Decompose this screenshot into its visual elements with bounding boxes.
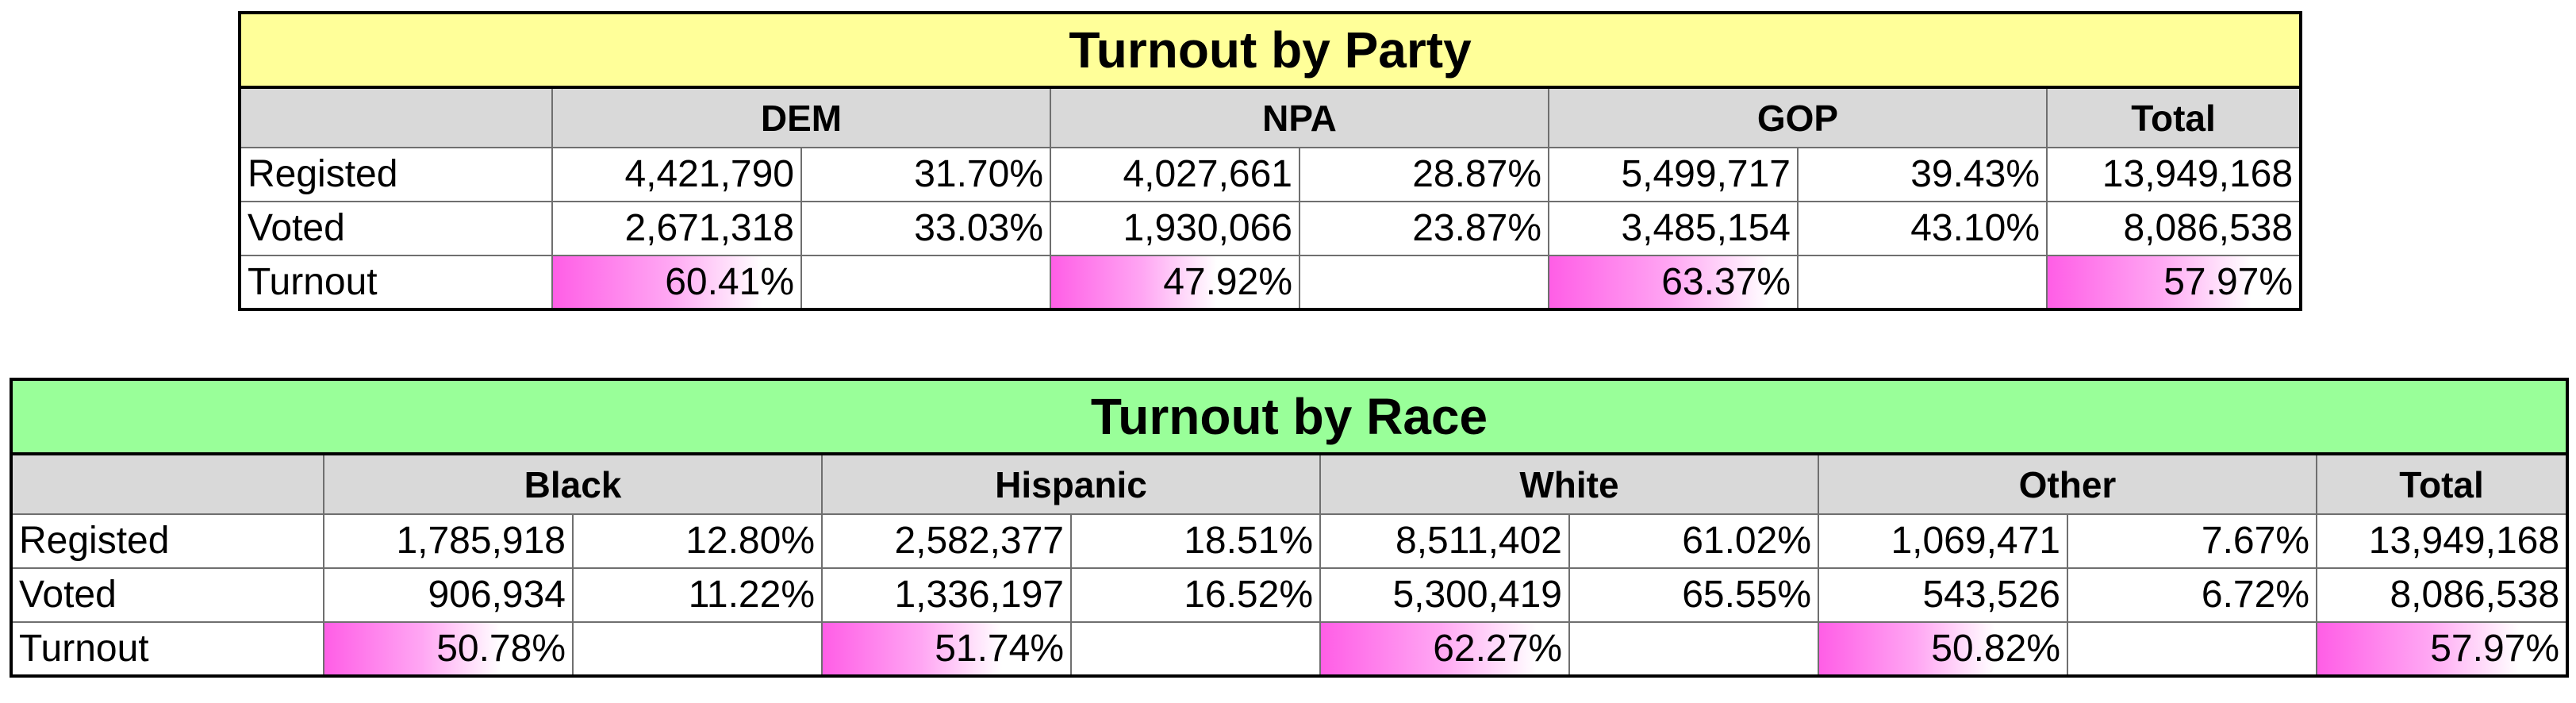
row-label: Voted — [10, 567, 324, 623]
white-turnout-cell: 62.27% — [1319, 621, 1570, 677]
hispanic-registered-count: 2,582,377 — [821, 513, 1072, 569]
empty-cell — [2067, 621, 2317, 677]
party-header-dem: DEM — [551, 86, 1051, 148]
other-registered-share: 7.67% — [2067, 513, 2317, 569]
row-label: Registed — [239, 147, 553, 202]
total-turnout-databar — [2048, 257, 2252, 308]
party-header-row: DEM NPA GOP Total — [239, 86, 2302, 148]
empty-cell — [1568, 621, 1819, 677]
npa-turnout-cell: 47.92% — [1050, 255, 1300, 310]
npa-registered-count: 4,027,661 — [1050, 147, 1300, 202]
white-voted-share: 65.55% — [1568, 567, 1819, 623]
party-table-title: Turnout by Party — [237, 11, 2303, 89]
total-registered-count: 13,949,168 — [2315, 513, 2569, 569]
other-voted-count: 543,526 — [1818, 567, 2068, 623]
gop-registered-count: 5,499,717 — [1548, 147, 1799, 202]
other-turnout-cell: 50.82% — [1818, 621, 2068, 677]
white-voted-count: 5,300,419 — [1319, 567, 1570, 623]
empty-cell — [1797, 255, 2048, 310]
dem-voted-count: 2,671,318 — [551, 201, 802, 256]
other-registered-count: 1,069,471 — [1818, 513, 2068, 569]
black-voted-count: 906,934 — [323, 567, 574, 623]
total-voted-count: 8,086,538 — [2315, 567, 2569, 623]
row-label: Turnout — [239, 255, 553, 310]
white-turnout-databar — [1322, 624, 1538, 674]
gop-registered-share: 39.43% — [1797, 147, 2048, 202]
white-registered-share: 61.02% — [1568, 513, 1819, 569]
row-label: Voted — [239, 201, 553, 256]
gop-turnout-value: 63.37% — [1661, 260, 1791, 303]
race-header-row: Black Hispanic White Other Total — [10, 453, 2569, 515]
black-turnout-value: 50.78% — [436, 627, 566, 670]
hispanic-turnout-cell: 51.74% — [821, 621, 1072, 677]
gop-voted-count: 3,485,154 — [1548, 201, 1799, 256]
dem-registered-count: 4,421,790 — [551, 147, 802, 202]
other-turnout-value: 50.82% — [1931, 627, 2060, 670]
race-turnout-row: Turnout 50.78% 51.74% 62.27% 50.82% 57.9… — [10, 621, 2569, 677]
race-header-other: Other — [1818, 453, 2317, 515]
hispanic-turnout-value: 51.74% — [935, 627, 1064, 670]
race-voted-row: Voted 906,934 11.22% 1,336,197 16.52% 5,… — [10, 567, 2569, 623]
white-turnout-value: 62.27% — [1433, 627, 1562, 670]
black-voted-share: 11.22% — [572, 567, 823, 623]
hispanic-registered-share: 18.51% — [1070, 513, 1321, 569]
race-registered-row: Registed 1,785,918 12.80% 2,582,377 18.5… — [10, 513, 2569, 569]
hispanic-voted-share: 16.52% — [1070, 567, 1321, 623]
dem-turnout-value: 60.41% — [665, 260, 794, 303]
race-header-blank — [10, 453, 324, 515]
row-label: Registed — [10, 513, 324, 569]
black-turnout-cell: 50.78% — [323, 621, 574, 677]
race-header-total: Total — [2315, 453, 2569, 515]
gop-voted-share: 43.10% — [1797, 201, 2048, 256]
dem-turnout-databar — [554, 257, 762, 308]
race-header-white: White — [1319, 453, 1819, 515]
race-table-title: Turnout by Race — [9, 378, 2570, 455]
row-label: Turnout — [10, 621, 324, 677]
empty-cell — [572, 621, 823, 677]
total-turnout-cell: 57.97% — [2045, 255, 2302, 310]
total-voted-count: 8,086,538 — [2045, 201, 2302, 256]
black-registered-count: 1,785,918 — [323, 513, 574, 569]
dem-voted-share: 33.03% — [800, 201, 1051, 256]
npa-voted-count: 1,930,066 — [1050, 201, 1300, 256]
empty-cell — [1299, 255, 1549, 310]
dem-turnout-cell: 60.41% — [551, 255, 802, 310]
party-title-row: Turnout by Party — [237, 11, 2303, 89]
total-turnout-databar — [2318, 624, 2520, 674]
npa-voted-share: 23.87% — [1299, 201, 1549, 256]
race-turnout-table: Turnout by Race Black Hispanic White Oth… — [9, 378, 2570, 678]
total-registered-count: 13,949,168 — [2045, 147, 2302, 202]
hispanic-turnout-databar — [823, 624, 1002, 674]
black-registered-share: 12.80% — [572, 513, 823, 569]
total-turnout-value: 57.97% — [2430, 627, 2560, 670]
party-registered-row: Registed 4,421,790 31.70% 4,027,661 28.8… — [239, 147, 2302, 202]
hispanic-voted-count: 1,336,197 — [821, 567, 1072, 623]
gop-turnout-databar — [1550, 257, 1769, 308]
total-turnout-value: 57.97% — [2163, 260, 2294, 303]
npa-turnout-value: 47.92% — [1163, 260, 1292, 303]
empty-cell — [1070, 621, 1321, 677]
empty-cell — [800, 255, 1051, 310]
party-header-blank — [239, 86, 553, 148]
party-turnout-table: Turnout by Party DEM NPA GOP Total Regis… — [237, 11, 2303, 311]
npa-turnout-databar — [1052, 257, 1218, 308]
party-header-npa: NPA — [1050, 86, 1549, 148]
party-header-total: Total — [2045, 86, 2302, 148]
white-registered-count: 8,511,402 — [1319, 513, 1570, 569]
black-turnout-databar — [325, 624, 501, 674]
party-voted-row: Voted 2,671,318 33.03% 1,930,066 23.87% … — [239, 201, 2302, 256]
race-title-row: Turnout by Race — [9, 378, 2570, 455]
race-header-black: Black — [323, 453, 823, 515]
party-turnout-row: Turnout 60.41% 47.92% 63.37% 57.97% — [239, 255, 2302, 310]
npa-registered-share: 28.87% — [1299, 147, 1549, 202]
party-header-gop: GOP — [1548, 86, 2048, 148]
race-header-hispanic: Hispanic — [821, 453, 1321, 515]
other-voted-share: 6.72% — [2067, 567, 2317, 623]
other-turnout-databar — [1820, 624, 1995, 674]
total-turnout-cell: 57.97% — [2315, 621, 2569, 677]
gop-turnout-cell: 63.37% — [1548, 255, 1799, 310]
dem-registered-share: 31.70% — [800, 147, 1051, 202]
